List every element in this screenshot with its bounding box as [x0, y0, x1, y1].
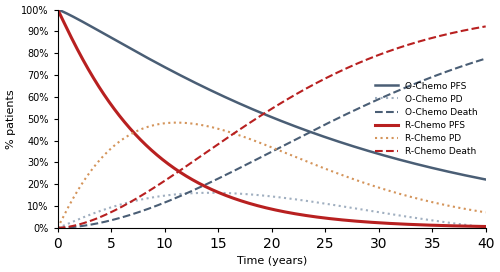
O-Chemo Death: [76, 225, 82, 228]
Line: R-Chemo PFS: R-Chemo PFS: [58, 10, 486, 227]
O-Chemo Death: [470, 61, 476, 64]
R-Chemo PD: [470, 209, 476, 212]
O-Chemo PD: [76, 217, 82, 221]
O-Chemo PD: [263, 194, 269, 197]
R-Chemo PFS: [76, 52, 82, 55]
R-Chemo PD: [470, 209, 476, 212]
Line: R-Chemo PD: R-Chemo PD: [58, 123, 486, 228]
R-Chemo Death: [54, 226, 60, 230]
R-Chemo PFS: [263, 206, 269, 209]
O-Chemo Death: [482, 57, 488, 60]
R-Chemo Death: [470, 27, 476, 30]
R-Chemo PD: [174, 121, 180, 124]
O-Chemo PD: [208, 191, 214, 194]
O-Chemo PFS: [470, 175, 476, 179]
O-Chemo PFS: [263, 113, 269, 116]
R-Chemo PD: [252, 139, 258, 143]
Y-axis label: % patients: % patients: [6, 89, 16, 149]
O-Chemo PD: [392, 213, 398, 217]
R-Chemo PFS: [54, 8, 60, 11]
O-Chemo PD: [470, 224, 476, 227]
O-Chemo PD: [54, 226, 60, 230]
Legend: O-Chemo PFS, O-Chemo PD, O-Chemo Death, R-Chemo PFS, R-Chemo PD, R-Chemo Death: O-Chemo PFS, O-Chemo PD, O-Chemo Death, …: [372, 78, 481, 159]
O-Chemo PFS: [392, 157, 398, 160]
O-Chemo PFS: [482, 178, 488, 181]
R-Chemo PD: [54, 226, 60, 230]
O-Chemo Death: [252, 159, 258, 162]
R-Chemo Death: [482, 25, 488, 28]
R-Chemo Death: [392, 48, 398, 51]
O-Chemo PFS: [470, 175, 476, 179]
R-Chemo PFS: [482, 225, 488, 228]
Line: O-Chemo Death: O-Chemo Death: [58, 58, 486, 228]
R-Chemo PD: [263, 144, 269, 147]
R-Chemo PD: [482, 211, 488, 214]
O-Chemo PD: [470, 224, 476, 227]
R-Chemo PFS: [470, 225, 476, 228]
R-Chemo PFS: [470, 225, 476, 228]
O-Chemo PD: [252, 193, 258, 196]
R-Chemo Death: [252, 118, 258, 121]
Line: O-Chemo PD: O-Chemo PD: [58, 193, 486, 228]
X-axis label: Time (years): Time (years): [236, 256, 307, 267]
O-Chemo PD: [482, 225, 488, 229]
O-Chemo PFS: [76, 18, 82, 22]
R-Chemo PFS: [392, 222, 398, 225]
R-Chemo PFS: [252, 203, 258, 206]
Line: O-Chemo PFS: O-Chemo PFS: [58, 10, 486, 180]
Line: R-Chemo Death: R-Chemo Death: [58, 26, 486, 228]
O-Chemo Death: [263, 153, 269, 156]
R-Chemo Death: [470, 27, 476, 30]
O-Chemo PFS: [252, 109, 258, 112]
O-Chemo Death: [470, 61, 476, 64]
O-Chemo PFS: [54, 8, 60, 11]
R-Chemo PD: [392, 191, 398, 194]
R-Chemo PD: [76, 186, 82, 189]
R-Chemo Death: [76, 223, 82, 226]
R-Chemo Death: [263, 111, 269, 114]
O-Chemo Death: [54, 226, 60, 230]
O-Chemo Death: [392, 91, 398, 94]
